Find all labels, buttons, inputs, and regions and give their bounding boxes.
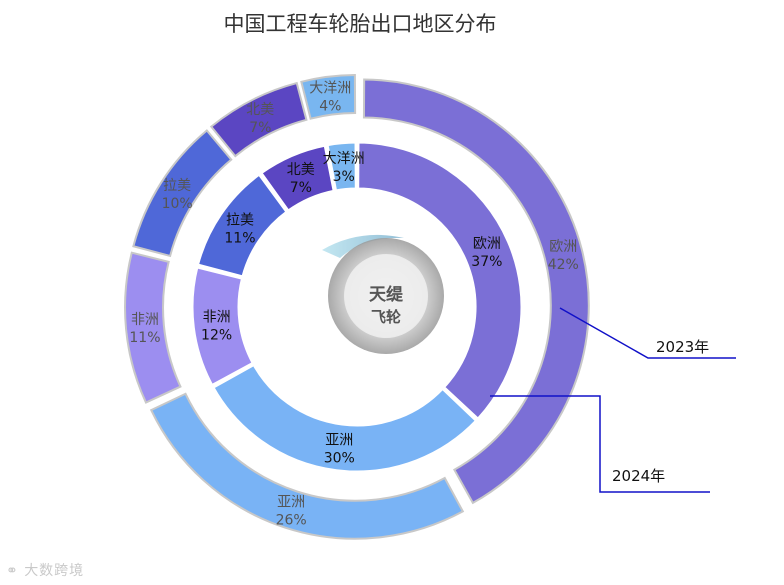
series-label-inner: 2024年 <box>612 467 665 485</box>
slice-pct-outer-asia: 26% <box>276 513 307 529</box>
slice-pct-outer-latam: 10% <box>162 196 193 212</box>
slice-pct-inner-europe: 37% <box>471 254 502 270</box>
slice-outer-asia <box>149 392 465 540</box>
slice-pct-inner-africa: 12% <box>201 328 232 344</box>
slice-inner-namerica <box>258 143 336 214</box>
watermark-logo-icon: ⚭ <box>6 563 25 579</box>
logo-text-line-1: 天缇 <box>369 284 404 305</box>
slice-pct-inner-namerica: 7% <box>290 180 312 196</box>
slice-label-inner-latam: 拉美 <box>226 212 254 228</box>
slice-pct-outer-europe: 42% <box>548 257 579 273</box>
series-callouts: 2024年 2023年 <box>490 307 736 493</box>
slice-label-outer-latam: 拉美 <box>163 178 191 194</box>
watermark-text: 大数跨境 <box>24 563 85 579</box>
slice-inner-europe <box>356 140 524 422</box>
slice-outer-africa <box>124 251 182 404</box>
slice-label-inner-africa: 非洲 <box>203 310 231 326</box>
slice-outer-latam <box>132 129 233 258</box>
slice-label-outer-africa: 非洲 <box>131 312 159 328</box>
slice-label-inner-asia: 亚洲 <box>325 432 353 448</box>
logo-text-line-2: 飞轮 <box>371 308 401 326</box>
slice-inner-asia <box>210 362 479 474</box>
slice-inner-oceania <box>325 140 358 193</box>
slice-outer-oceania <box>300 74 357 120</box>
slice-label-outer-namerica: 北美 <box>246 102 274 118</box>
slice-pct-outer-namerica: 7% <box>249 120 271 136</box>
slice-inner-africa <box>190 265 256 388</box>
slice-label-inner-europe: 欧洲 <box>473 236 501 252</box>
series-label-outer: 2023年 <box>656 338 709 356</box>
slice-pct-outer-africa: 11% <box>129 330 160 346</box>
slice-label-inner-namerica: 北美 <box>287 162 315 178</box>
chart-title: 中国工程车轮胎出口地区分布 <box>223 12 497 36</box>
inner-ring-2024: 欧洲 37% 亚洲 30% 非洲 12% 拉美 11% 北美 7% 大洋洲 3% <box>190 140 524 474</box>
slice-pct-outer-oceania: 4% <box>319 99 341 115</box>
callout-line-inner <box>490 395 710 493</box>
slice-label-outer-europe: 欧洲 <box>549 239 577 255</box>
slice-pct-inner-asia: 30% <box>324 450 355 466</box>
slice-pct-inner-latam: 11% <box>224 230 255 246</box>
slice-pct-inner-oceania: 3% <box>333 169 355 185</box>
slice-label-inner-oceania: 大洋洲 <box>323 151 365 167</box>
slice-outer-europe <box>362 78 590 505</box>
callout-line-outer <box>559 307 736 359</box>
watermark: ⚭ 大数跨境 <box>6 560 84 580</box>
slice-label-outer-asia: 亚洲 <box>277 495 305 511</box>
slice-inner-latam <box>195 171 290 279</box>
outer-ring-2023: 欧洲 42% 亚洲 26% 非洲 11% 拉美 10% 北美 7% 大洋洲 4% <box>124 74 590 540</box>
slice-label-outer-oceania: 大洋洲 <box>309 81 351 97</box>
slice-outer-namerica <box>209 81 308 158</box>
center-logo-icon: 天缇 飞轮 <box>322 234 444 354</box>
